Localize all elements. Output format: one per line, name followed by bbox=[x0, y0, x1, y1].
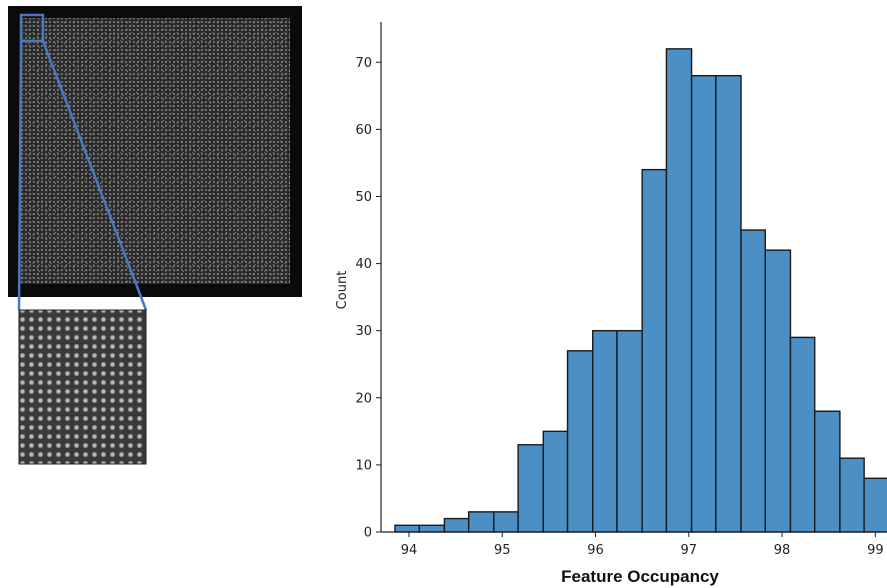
zoom-connector-line-right bbox=[41, 40, 148, 311]
zoom-connector-line-left bbox=[17, 40, 23, 311]
histogram-bar bbox=[517, 444, 544, 533]
histogram-bar bbox=[690, 74, 717, 533]
y-tick-label: 30 bbox=[355, 324, 372, 339]
y-tick-label: 10 bbox=[355, 458, 372, 473]
histogram-bar bbox=[863, 477, 887, 533]
y-tick-label: 60 bbox=[355, 123, 372, 138]
x-tick-label: 94 bbox=[401, 543, 418, 558]
histogram-bar bbox=[616, 329, 643, 533]
histogram-bar bbox=[789, 336, 816, 533]
histogram-bars bbox=[394, 48, 887, 533]
y-tick-label: 20 bbox=[355, 391, 372, 406]
x-tick-label: 95 bbox=[494, 543, 511, 558]
histogram-bar bbox=[641, 168, 668, 533]
x-tick-label: 96 bbox=[587, 543, 604, 558]
zoomed-inset-frame bbox=[18, 309, 147, 465]
histogram-bar bbox=[394, 524, 420, 533]
microscopy-image-panel bbox=[8, 6, 302, 465]
histogram-bar bbox=[592, 329, 618, 533]
x-axis-label: Feature Occupancy bbox=[561, 567, 719, 586]
y-tick-label: 70 bbox=[355, 56, 372, 71]
x-tick-label: 98 bbox=[774, 543, 791, 558]
histogram-bar bbox=[418, 524, 446, 533]
histogram-bar bbox=[566, 350, 594, 533]
histogram-bar bbox=[665, 48, 693, 533]
y-tick-label: 50 bbox=[355, 190, 372, 205]
histogram-bar bbox=[764, 249, 792, 533]
histogram-bar bbox=[542, 430, 569, 533]
histogram-bar bbox=[443, 517, 470, 533]
histogram-bar bbox=[814, 410, 841, 533]
histogram-bar bbox=[467, 511, 495, 533]
array-region-texture bbox=[20, 18, 290, 284]
x-axis-ticks: 94 95 96 97 98 99 bbox=[401, 532, 884, 558]
histogram-chart: 0 10 20 30 40 50 60 70 94 95 96 97 98 99 Count Featu… bbox=[335, 22, 887, 586]
y-axis-ticks: 0 10 20 30 40 50 60 70 bbox=[355, 56, 381, 541]
x-tick-label: 97 bbox=[681, 543, 698, 558]
x-tick-label: 99 bbox=[867, 543, 884, 558]
histogram-bar bbox=[493, 511, 519, 533]
zoom-selection-box bbox=[19, 13, 45, 43]
histogram-bar bbox=[839, 457, 865, 533]
y-axis-label: Count bbox=[335, 271, 350, 310]
y-tick-label: 0 bbox=[364, 526, 372, 541]
histogram-bar bbox=[740, 229, 766, 533]
histogram-bar bbox=[715, 74, 742, 533]
y-tick-label: 40 bbox=[355, 257, 372, 272]
zoomed-inset-image bbox=[19, 310, 146, 464]
